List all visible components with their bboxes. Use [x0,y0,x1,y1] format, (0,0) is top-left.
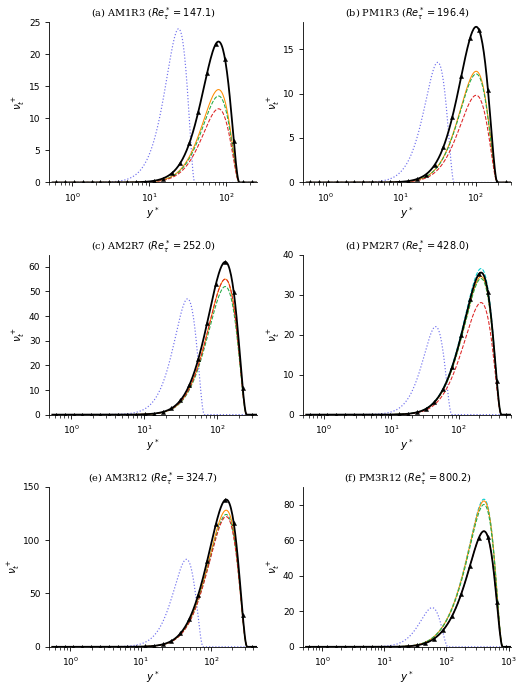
Title: (d) PM2R7 ($Re_\tau^* = 428.0$): (d) PM2R7 ($Re_\tau^* = 428.0$) [345,238,470,254]
Title: (c) AM2R7 ($Re_\tau^* = 252.0$): (c) AM2R7 ($Re_\tau^* = 252.0$) [91,238,215,254]
X-axis label: $y^*$: $y^*$ [401,205,414,221]
Title: (e) AM3R12 ($Re_\tau^* = 324.7$): (e) AM3R12 ($Re_\tau^* = 324.7$) [88,470,218,486]
X-axis label: $y^*$: $y^*$ [146,437,160,453]
Y-axis label: $\nu_t^+$: $\nu_t^+$ [12,95,27,110]
Y-axis label: $\nu_t^+$: $\nu_t^+$ [266,559,281,574]
Title: (f) PM3R12 ($Re_\tau^* = 800.2$): (f) PM3R12 ($Re_\tau^* = 800.2$) [344,470,471,486]
X-axis label: $y^*$: $y^*$ [401,670,414,685]
Y-axis label: $\nu_t^+$: $\nu_t^+$ [266,95,281,110]
Y-axis label: $\nu_t^+$: $\nu_t^+$ [6,559,21,574]
Y-axis label: $\nu_t^+$: $\nu_t^+$ [266,327,281,342]
X-axis label: $y^*$: $y^*$ [401,437,414,453]
X-axis label: $y^*$: $y^*$ [146,670,160,685]
X-axis label: $y^*$: $y^*$ [146,205,160,221]
Title: (b) PM1R3 ($Re_\tau^* = 196.4$): (b) PM1R3 ($Re_\tau^* = 196.4$) [345,6,470,22]
Y-axis label: $\nu_t^+$: $\nu_t^+$ [12,327,27,342]
Title: (a) AM1R3 ($Re_\tau^* = 147.1$): (a) AM1R3 ($Re_\tau^* = 147.1$) [91,6,215,22]
